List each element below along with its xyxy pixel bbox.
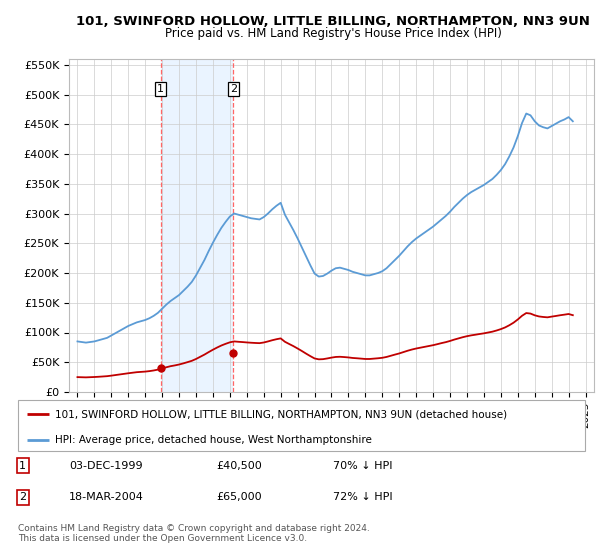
Text: 03-DEC-1999: 03-DEC-1999	[69, 461, 143, 471]
Text: 72% ↓ HPI: 72% ↓ HPI	[333, 492, 392, 502]
Text: 1: 1	[19, 461, 26, 471]
Text: 101, SWINFORD HOLLOW, LITTLE BILLING, NORTHAMPTON, NN3 9UN (detached house): 101, SWINFORD HOLLOW, LITTLE BILLING, NO…	[55, 409, 507, 419]
Text: 70% ↓ HPI: 70% ↓ HPI	[333, 461, 392, 471]
Text: HPI: Average price, detached house, West Northamptonshire: HPI: Average price, detached house, West…	[55, 435, 372, 445]
Text: £40,500: £40,500	[216, 461, 262, 471]
Text: Contains HM Land Registry data © Crown copyright and database right 2024.
This d: Contains HM Land Registry data © Crown c…	[18, 524, 370, 543]
Text: 18-MAR-2004: 18-MAR-2004	[69, 492, 144, 502]
Text: 2: 2	[19, 492, 26, 502]
Bar	[161, 59, 233, 392]
Text: £65,000: £65,000	[216, 492, 262, 502]
Text: Price paid vs. HM Land Registry's House Price Index (HPI): Price paid vs. HM Land Registry's House …	[164, 27, 502, 40]
Text: 1: 1	[157, 83, 164, 94]
Text: 2: 2	[230, 83, 237, 94]
Text: 101, SWINFORD HOLLOW, LITTLE BILLING, NORTHAMPTON, NN3 9UN: 101, SWINFORD HOLLOW, LITTLE BILLING, NO…	[76, 15, 590, 28]
FancyBboxPatch shape	[18, 400, 585, 451]
